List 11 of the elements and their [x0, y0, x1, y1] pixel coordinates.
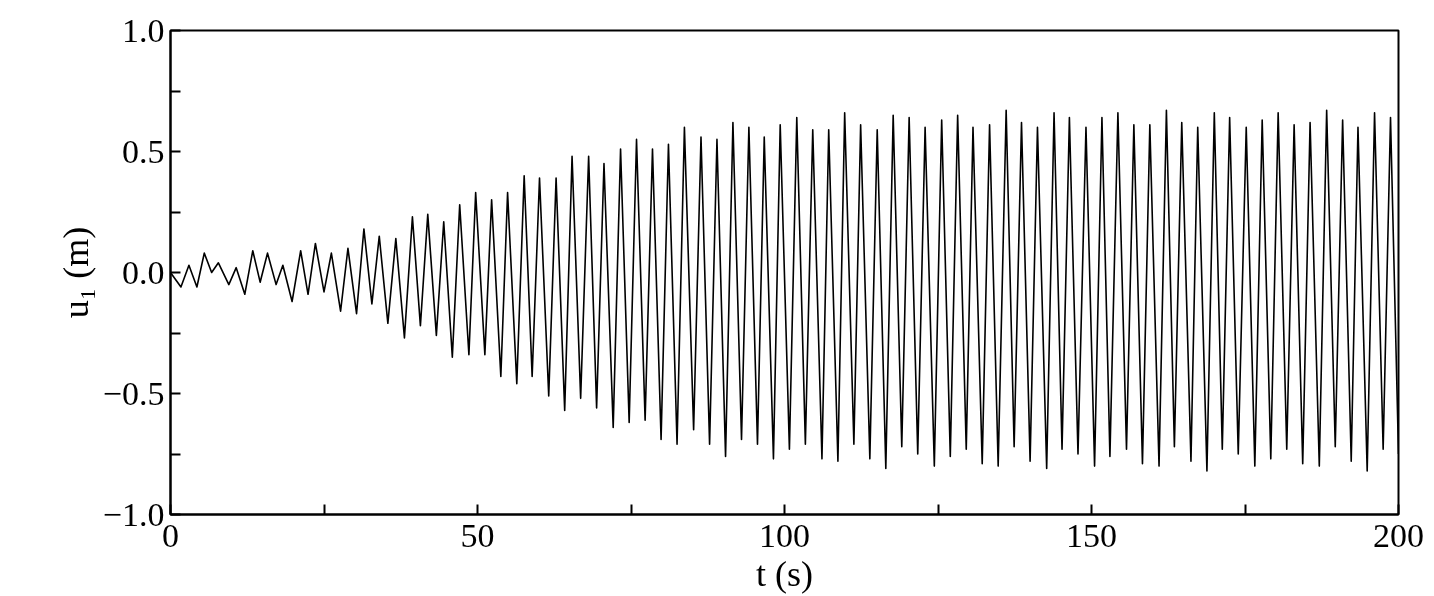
y-axis-title: u₁ (m) — [55, 226, 96, 319]
x-axis-title: t (s) — [756, 553, 814, 594]
y-tick-label: −0.5 — [102, 374, 165, 412]
x-tick-label: 150 — [1066, 516, 1117, 554]
x-tick-label: 200 — [1373, 516, 1424, 554]
x-tick-label: 100 — [759, 516, 810, 554]
y-tick-label: 0.0 — [122, 253, 165, 291]
x-tick-label: 0 — [162, 516, 179, 554]
y-tick-label: 0.5 — [122, 132, 165, 170]
x-tick-label: 50 — [460, 516, 495, 554]
y-tick-label: 1.0 — [122, 11, 165, 49]
